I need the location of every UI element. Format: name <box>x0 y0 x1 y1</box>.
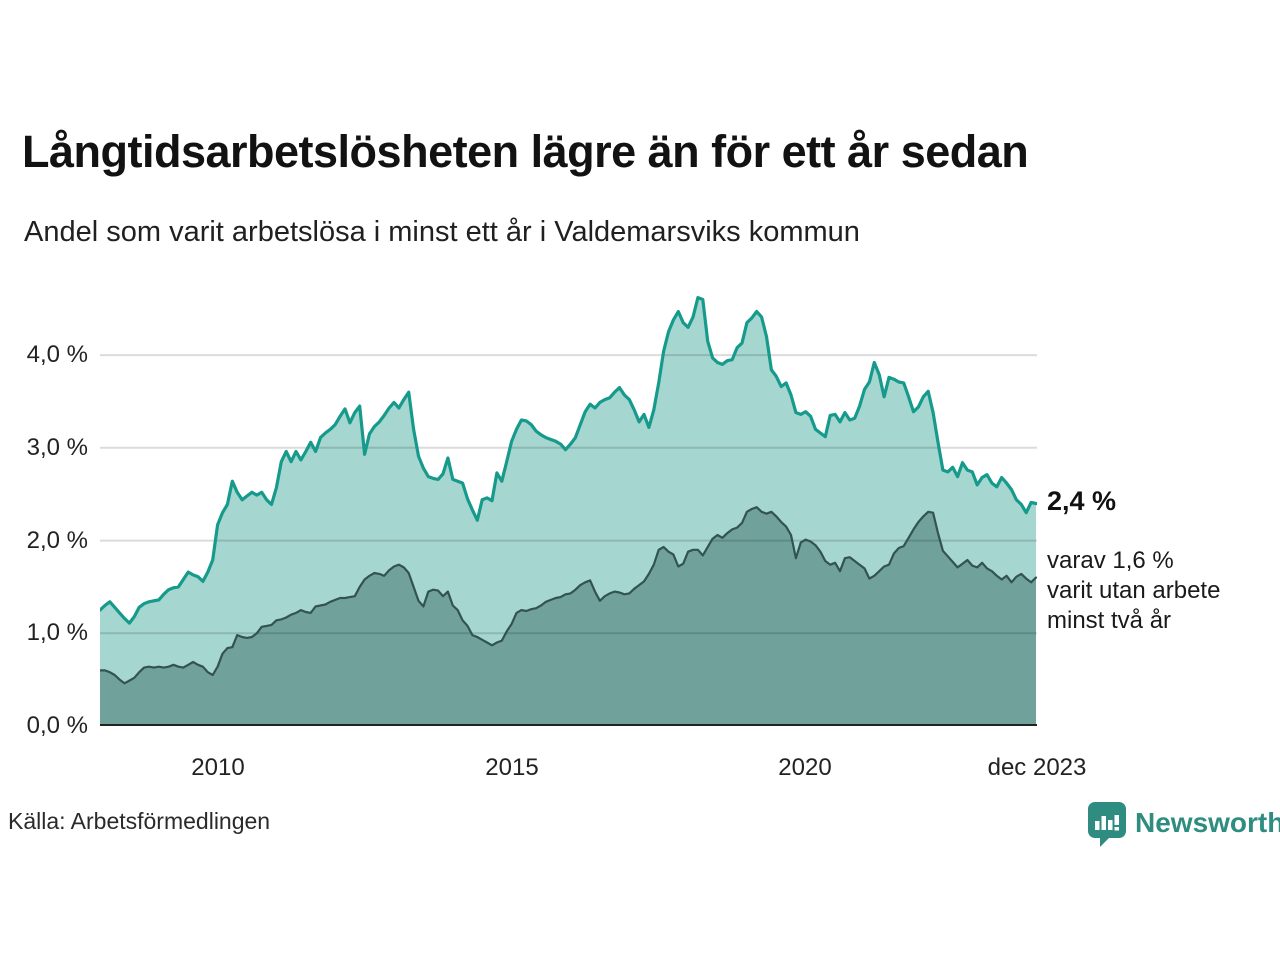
latest-value-note: varav 1,6 % varit utan arbete minst två … <box>1047 546 1220 636</box>
chart-subtitle: Andel som varit arbetslösa i minst ett å… <box>24 216 860 248</box>
y-tick-1: 1,0 % <box>26 619 88 646</box>
newsworthy-wordmark: Newsworthy <box>1135 807 1280 838</box>
x-tick-2010: 2010 <box>191 754 245 781</box>
note-line-2: varit utan arbete <box>1047 577 1221 604</box>
y-tick-0: 0,0 % <box>26 712 88 739</box>
y-tick-2: 2,0 % <box>26 527 88 554</box>
newsworthy-icon <box>1088 802 1126 847</box>
note-line-3: minst två år <box>1047 607 1172 634</box>
area-chart-svg <box>98 296 1038 726</box>
newsworthy-logo: Newsworthy <box>1087 801 1280 849</box>
x-tick-2015: 2015 <box>485 754 539 781</box>
chart-title: Långtidsarbetslösheten lägre än för ett … <box>22 126 1029 177</box>
source-credit: Källa: Arbetsförmedlingen <box>8 808 271 834</box>
latest-value-label: 2,4 % <box>1047 486 1117 516</box>
note-line-1: varav 1,6 % <box>1047 547 1174 574</box>
x-tick-dec-2023: dec 2023 <box>987 754 1087 781</box>
plot-area <box>98 280 1038 726</box>
y-tick-4: 4,0 % <box>26 341 88 368</box>
y-tick-3: 3,0 % <box>26 434 88 461</box>
x-tick-2020: 2020 <box>778 754 832 781</box>
